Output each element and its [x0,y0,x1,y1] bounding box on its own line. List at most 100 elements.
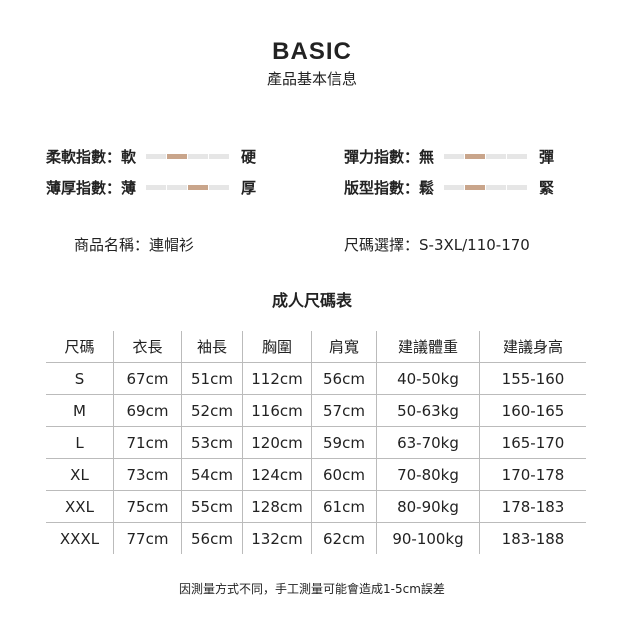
table-cell: 183-188 [479,522,586,554]
table-cell: 肩寬 [311,331,377,363]
product-name-label: 商品名稱： [74,236,150,254]
table-cell: 55cm [181,490,243,523]
table-cell: 63-70kg [376,426,480,459]
table-cell: 56cm [181,522,243,554]
scale-segment [486,153,507,159]
table-cell: 77cm [113,522,182,554]
table-cell: L [46,426,114,459]
size-table: 尺碼 衣長 袖長 胸圍 肩寬 建議體重 建議身高 S 67cm 51cm 112cm 56cm 40-5… [46,331,586,554]
page-title: BASIC [272,38,352,65]
table-cell: 52cm [181,394,243,427]
index-label: 彈力指數： [344,147,420,166]
product-name-value: 連帽衫 [149,236,195,254]
scale-segment [209,184,230,190]
table-cell: 155-160 [479,362,586,395]
index-right: 緊 [539,178,555,197]
table-cell: 120cm [242,426,312,459]
scale-segment [486,184,507,190]
table-cell: 124cm [242,458,312,491]
table-row: XXL 75cm 55cm 128cm 61cm 80-90kg 178-183 [46,490,586,523]
table-row: S 67cm 51cm 112cm 56cm 40-50kg 155-160 [46,362,586,395]
index-left: 薄 [121,178,137,197]
table-cell: 170-178 [479,458,586,491]
index-right: 厚 [241,178,257,197]
table-cell: 建議身高 [479,331,586,363]
table-cell: 132cm [242,522,312,554]
table-cell: 75cm [113,490,182,523]
scale-segment [146,153,167,159]
index-left: 軟 [121,147,137,166]
index-row: 薄厚指數：薄 厚 [46,177,256,197]
index-row: 柔軟指數：軟 硬 [46,146,256,166]
scale-segment [188,184,209,190]
scale-segment [507,153,528,159]
index-row: 版型指數：鬆 緊 [344,177,554,197]
table-cell: XL [46,458,114,491]
table-cell: 建議體重 [376,331,480,363]
index-right: 彈 [539,147,555,166]
table-cell: 40-50kg [376,362,480,395]
index-label: 柔軟指數： [46,147,122,166]
index-label: 版型指數： [344,178,420,197]
table-cell: XXXL [46,522,114,554]
index-row: 彈力指數：無 彈 [344,146,554,166]
page-subtitle: 產品基本信息 [266,70,357,88]
product-name: 商品名稱：連帽衫 [74,234,194,255]
table-cell: 128cm [242,490,312,523]
table-cell: 衣長 [113,331,182,363]
table-cell: 50-63kg [376,394,480,427]
scale-segment [444,153,465,159]
size-selection-label: 尺碼選擇： [344,236,420,254]
scale-segment [146,184,167,190]
scale-segment [507,184,528,190]
table-cell: 57cm [311,394,377,427]
scale-segment [465,184,486,190]
table-row: XL 73cm 54cm 124cm 60cm 70-80kg 170-178 [46,458,586,491]
table-row: XXXL 77cm 56cm 132cm 62cm 90-100kg 183-188 [46,522,586,554]
table-cell: 53cm [181,426,243,459]
index-left: 無 [419,147,435,166]
scale-segment [167,184,188,190]
index-label: 薄厚指數： [46,178,122,197]
table-cell: 54cm [181,458,243,491]
table-cell: 59cm [311,426,377,459]
table-row: L 71cm 53cm 120cm 59cm 63-70kg 165-170 [46,426,586,459]
table-cell: 71cm [113,426,182,459]
table-cell: S [46,362,114,395]
table-cell: 61cm [311,490,377,523]
table-cell: 165-170 [479,426,586,459]
table-cell: 80-90kg [376,490,480,523]
index-scale [444,153,528,159]
scale-segment [188,153,209,159]
table-cell: 178-183 [479,490,586,523]
scale-segment [209,153,230,159]
table-cell: 70-80kg [376,458,480,491]
table-cell: 袖長 [181,331,243,363]
table-cell: 62cm [311,522,377,554]
table-cell: 51cm [181,362,243,395]
table-cell: 112cm [242,362,312,395]
scale-segment [167,153,188,159]
table-cell: M [46,394,114,427]
table-cell: 尺碼 [64,338,95,356]
table-cell: XXL [46,490,114,523]
table-row: M 69cm 52cm 116cm 57cm 50-63kg 160-165 [46,394,586,427]
index-left: 鬆 [419,178,435,197]
table-cell: 69cm [113,394,182,427]
table-cell: 160-165 [479,394,586,427]
index-scale [146,153,230,159]
size-selection-value: S-3XL/110-170 [419,236,530,254]
scale-segment [465,153,486,159]
scale-segment [444,184,465,190]
table-header: 尺碼 衣長 袖長 胸圍 肩寬 建議體重 建議身高 [46,331,586,363]
table-cell: 56cm [311,362,377,395]
index-right: 硬 [241,147,257,166]
index-scale [444,184,528,190]
size-table-title: 成人尺碼表 [271,291,352,310]
table-cell: 胸圍 [242,331,312,363]
measurement-note: 因測量方式不同，手工測量可能會造成1-5cm誤差 [179,582,445,596]
table-cell: 73cm [113,458,182,491]
index-scale [146,184,230,190]
table-cell: 90-100kg [376,522,480,554]
table-cell: 60cm [311,458,377,491]
